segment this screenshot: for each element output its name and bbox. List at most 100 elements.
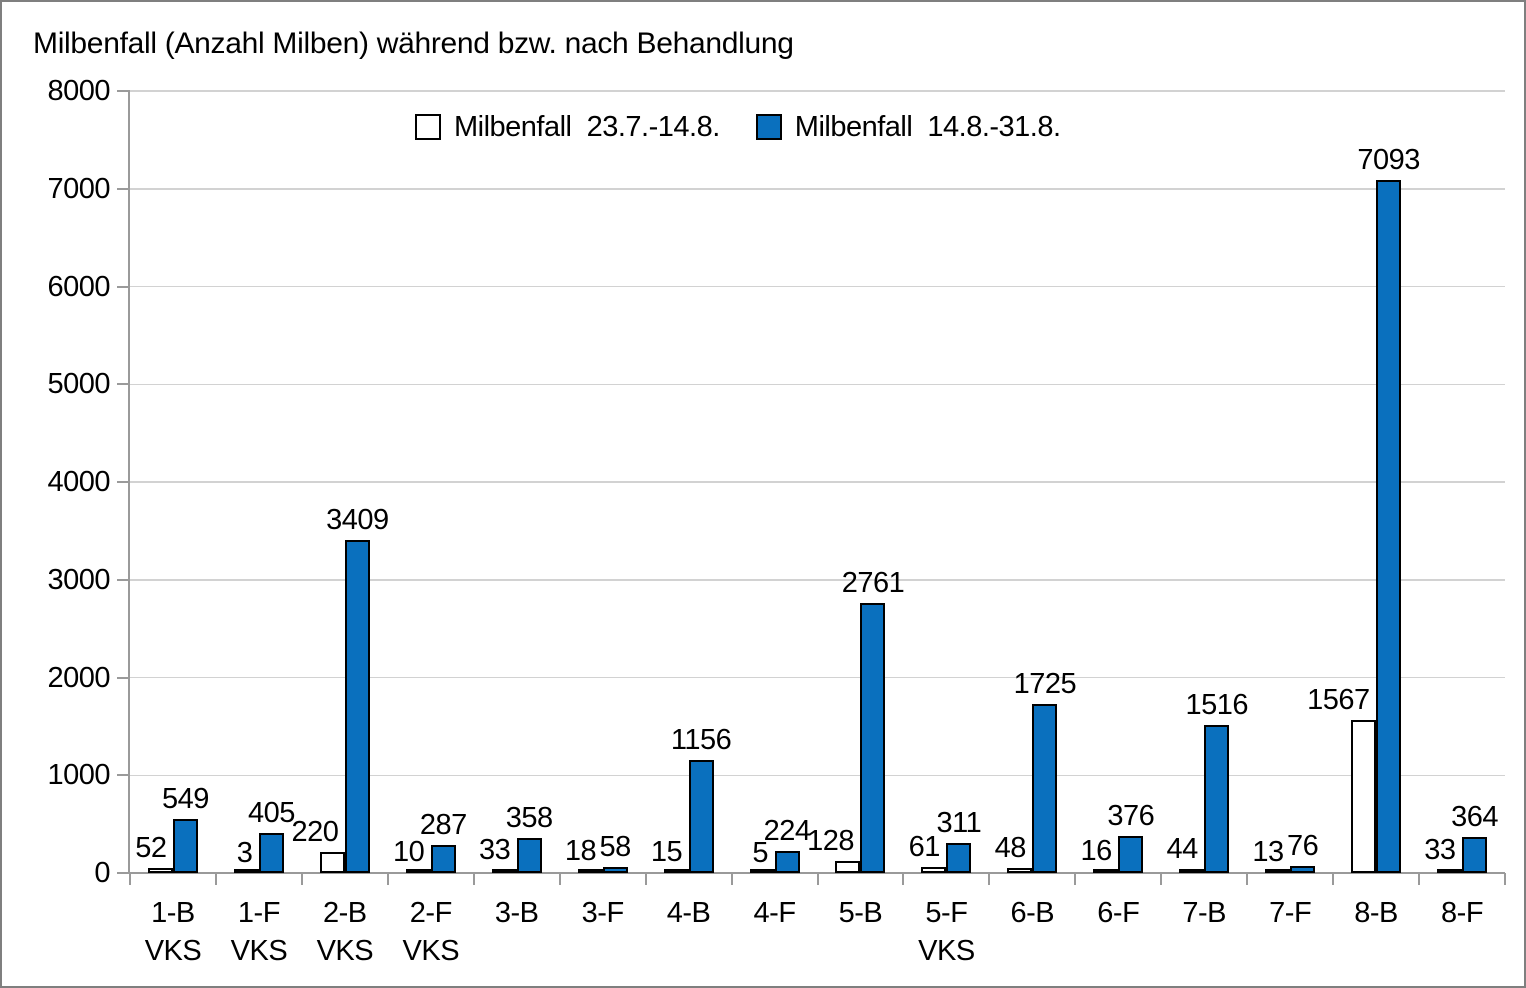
data-label-1-B-series1: 52	[135, 831, 167, 864]
x-axis-tick	[129, 873, 131, 885]
data-label-7-F-series2: 76	[1287, 829, 1319, 862]
y-tick-label: 7000	[47, 172, 110, 205]
data-label-1-F-series1: 3	[236, 836, 253, 869]
x-category-label-main: 4-F	[753, 897, 797, 929]
bar-6-B-series1	[1007, 868, 1033, 873]
x-category-label-6-B: 6-B	[989, 894, 1075, 932]
data-label-6-F-series2: 376	[1107, 800, 1155, 833]
x-category-label-main: 8-B	[1354, 897, 1398, 929]
y-axis-tick	[117, 481, 130, 483]
bar-4-F-series2	[774, 851, 800, 873]
x-category-label-6-F: 6-F	[1075, 894, 1161, 932]
bar-6-F-series2	[1118, 836, 1144, 873]
data-label-8-F-series2: 364	[1451, 801, 1498, 834]
bar-2-F-series2	[430, 844, 456, 873]
x-category-label-main: 7-B	[1182, 897, 1227, 929]
grid-line	[130, 774, 1505, 776]
bar-2-B-series1	[319, 851, 345, 873]
grid-line	[130, 90, 1505, 92]
x-axis-tick	[1160, 873, 1163, 885]
x-category-label-3-B: 3-B	[474, 894, 560, 932]
x-axis-tick	[902, 873, 905, 885]
x-axis-tick	[988, 873, 991, 885]
legend-swatch-blue	[755, 114, 782, 140]
x-category-label-main: 5-B	[838, 897, 883, 929]
data-label-8-F-series1: 33	[1424, 833, 1456, 866]
data-label-3-F-series2: 58	[599, 831, 632, 864]
x-axis-tick	[1418, 873, 1421, 885]
x-category-label-3-F: 3-F	[560, 894, 646, 932]
y-axis-tick	[117, 90, 130, 92]
y-tick-label: 4000	[47, 466, 110, 498]
x-axis-tick	[730, 873, 733, 885]
data-label-2-B-series2: 3409	[326, 503, 389, 536]
legend-label-period2: Milbenfall 14.8.-31.8.	[794, 111, 1061, 143]
bar-5-F-series2	[946, 842, 972, 873]
x-axis-tick	[644, 873, 647, 885]
bar-1-B-series2	[172, 819, 198, 873]
bar-5-B-series2	[860, 603, 886, 873]
y-axis-tick	[117, 872, 130, 874]
legend-item-period1: Milbenfall 23.7.-14.8.	[415, 112, 720, 142]
grid-line	[130, 188, 1505, 190]
x-category-label-4-F: 4-F	[732, 894, 818, 932]
data-label-6-B-series2: 1725	[1013, 668, 1077, 701]
grid-line	[130, 285, 1505, 288]
x-category-label-4-B: 4-B	[646, 894, 732, 932]
bar-8-F-series1	[1437, 869, 1463, 873]
data-label-3-B-series1: 33	[478, 833, 511, 866]
y-tick-label: 1000	[47, 759, 110, 792]
data-label-5-F-series1: 61	[908, 831, 941, 864]
grid-line	[130, 481, 1505, 483]
data-label-1-B-series2: 549	[162, 783, 209, 816]
data-label-3-F-series1: 18	[564, 835, 597, 868]
y-axis-tick	[117, 676, 130, 679]
x-axis-tick	[214, 873, 217, 885]
x-category-label-1-F: 1-F VKS	[216, 894, 302, 970]
data-label-3-B-series2: 358	[505, 802, 553, 835]
x-category-label-main: 6-B	[1010, 897, 1055, 929]
x-category-sublabel: VKS	[402, 935, 460, 967]
data-label-4-F-series2: 224	[763, 815, 811, 848]
bar-3-F-series1	[577, 869, 603, 873]
chart-title: Milbenfall (Anzahl Milben) während bzw. …	[33, 27, 794, 60]
bar-2-B-series2	[344, 539, 370, 873]
data-label-4-F-series1: 5	[752, 836, 769, 869]
bar-8-F-series2	[1462, 837, 1488, 873]
x-category-label-main: 2-B	[323, 897, 367, 929]
grid-line	[130, 579, 1505, 581]
legend-swatch-white	[415, 114, 441, 140]
x-category-label-main: 7-F	[1269, 897, 1312, 929]
data-label-6-F-series1: 16	[1080, 835, 1113, 868]
plot-area: 52 549 3 405 220 3409 10 287 33 358 18 58 15 1156 5 224…	[117, 90, 1506, 885]
data-label-7-B-series1: 44	[1166, 832, 1198, 865]
x-category-label-2-B: 2-B VKS	[302, 894, 388, 970]
x-axis-tick	[1332, 873, 1335, 885]
x-category-label-main: 6-F	[1097, 897, 1140, 929]
y-tick-label: 2000	[47, 661, 110, 694]
data-label-1-F-series2: 405	[247, 797, 295, 830]
x-category-label-7-F: 7-F	[1247, 894, 1333, 932]
bar-5-B-series1	[835, 860, 861, 873]
bar-6-F-series1	[1093, 869, 1119, 873]
bar-2-F-series1	[405, 869, 431, 873]
bar-8-B-series2	[1376, 179, 1402, 873]
x-category-sublabel: VKS	[230, 935, 288, 967]
bar-6-B-series2	[1032, 704, 1058, 873]
bar-3-B-series1	[491, 869, 517, 873]
y-tick-label: 0	[94, 857, 110, 889]
x-category-sublabel: VKS	[316, 935, 374, 967]
data-label-8-B-series1: 1567	[1307, 683, 1370, 716]
bar-4-B-series2	[688, 760, 714, 873]
bar-1-F-series1	[233, 869, 259, 873]
x-category-label-8-B: 8-B	[1333, 894, 1419, 932]
x-category-label-5-B: 5-B	[818, 894, 904, 932]
data-label-2-B-series1: 220	[291, 815, 339, 848]
x-category-label-2-F: 2-F VKS	[388, 894, 474, 970]
y-axis-tick	[117, 774, 130, 777]
x-category-label-1-B: 1-B VKS	[130, 894, 216, 970]
bar-7-F-series1	[1265, 869, 1291, 873]
data-label-2-F-series1: 10	[393, 836, 425, 869]
x-category-label-main: 2-F	[409, 897, 453, 929]
bar-7-B-series1	[1179, 868, 1205, 873]
